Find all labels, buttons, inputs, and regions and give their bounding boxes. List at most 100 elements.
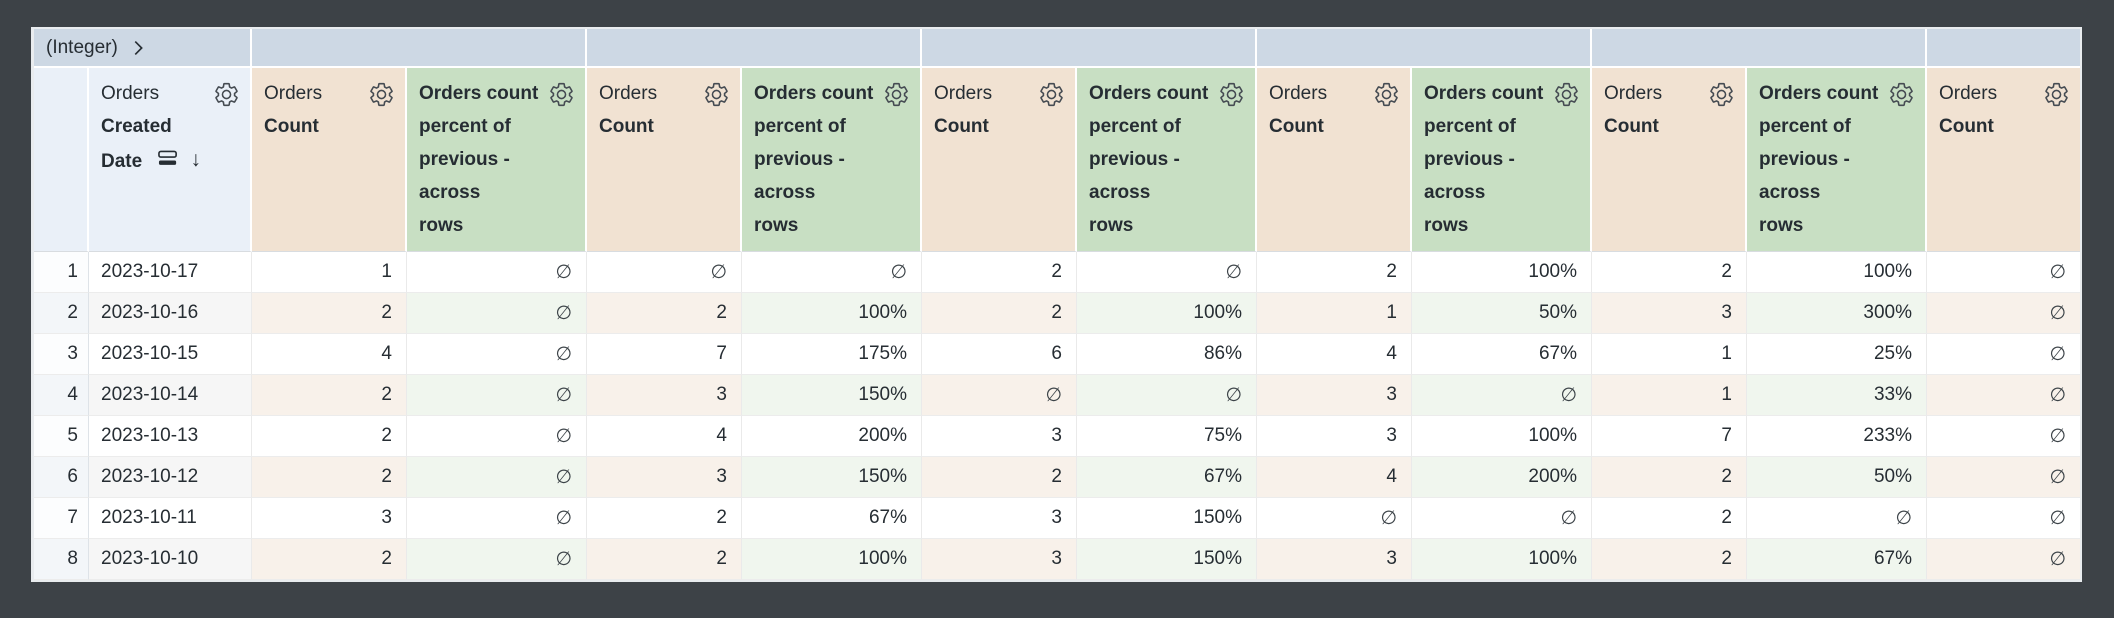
percent-value-cell[interactable]: ∅ bbox=[407, 252, 587, 293]
pivot-value-cell[interactable] bbox=[922, 29, 1257, 68]
count-value-cell[interactable]: 1 bbox=[1592, 375, 1747, 416]
date-cell[interactable]: 2023-10-15 bbox=[89, 334, 252, 375]
count-value-cell[interactable]: 3 bbox=[1257, 375, 1412, 416]
percent-value-cell[interactable]: 50% bbox=[1747, 457, 1927, 498]
count-column-header[interactable]: Orders Count bbox=[1927, 68, 2080, 252]
gear-icon[interactable] bbox=[368, 77, 395, 108]
percent-value-cell[interactable]: 200% bbox=[742, 416, 922, 457]
pivot-value-cell[interactable] bbox=[252, 29, 587, 68]
gear-icon[interactable] bbox=[1553, 77, 1580, 108]
pivot-value-cell[interactable] bbox=[1592, 29, 1927, 68]
date-cell[interactable]: 2023-10-10 bbox=[89, 539, 252, 580]
count-value-cell[interactable]: 3 bbox=[587, 457, 742, 498]
count-value-cell[interactable]: ∅ bbox=[1927, 416, 2080, 457]
percent-value-cell[interactable]: 150% bbox=[1077, 539, 1257, 580]
percent-value-cell[interactable]: 75% bbox=[1077, 416, 1257, 457]
count-value-cell[interactable]: 3 bbox=[1257, 416, 1412, 457]
count-value-cell[interactable]: 2 bbox=[1257, 252, 1412, 293]
percent-value-cell[interactable]: 175% bbox=[742, 334, 922, 375]
count-value-cell[interactable]: ∅ bbox=[1257, 498, 1412, 539]
percent-value-cell[interactable]: 67% bbox=[1412, 334, 1592, 375]
date-cell[interactable]: 2023-10-14 bbox=[89, 375, 252, 416]
percent-value-cell[interactable]: 100% bbox=[742, 539, 922, 580]
count-value-cell[interactable]: ∅ bbox=[1927, 375, 2080, 416]
percent-value-cell[interactable]: ∅ bbox=[407, 457, 587, 498]
percent-value-cell[interactable]: ∅ bbox=[1412, 498, 1592, 539]
count-value-cell[interactable]: 1 bbox=[252, 252, 407, 293]
percent-value-cell[interactable]: 50% bbox=[1412, 293, 1592, 334]
count-column-header[interactable]: Orders Count bbox=[1257, 68, 1412, 252]
calc-column-header[interactable]: Orders count percent of previous - acros… bbox=[1747, 68, 1927, 252]
count-value-cell[interactable]: 2 bbox=[922, 252, 1077, 293]
calc-column-header[interactable]: Orders count percent of previous - acros… bbox=[742, 68, 922, 252]
count-value-cell[interactable]: ∅ bbox=[1927, 498, 2080, 539]
count-value-cell[interactable]: ∅ bbox=[1927, 539, 2080, 580]
calc-column-header[interactable]: Orders count percent of previous - acros… bbox=[1077, 68, 1257, 252]
count-column-header[interactable]: Orders Count bbox=[922, 68, 1077, 252]
percent-value-cell[interactable]: ∅ bbox=[407, 416, 587, 457]
percent-value-cell[interactable]: 100% bbox=[1412, 539, 1592, 580]
count-value-cell[interactable]: 7 bbox=[587, 334, 742, 375]
percent-value-cell[interactable]: 100% bbox=[1412, 252, 1592, 293]
percent-value-cell[interactable]: ∅ bbox=[1412, 375, 1592, 416]
percent-value-cell[interactable]: ∅ bbox=[407, 539, 587, 580]
percent-value-cell[interactable]: 100% bbox=[1747, 252, 1927, 293]
gear-icon[interactable] bbox=[2043, 77, 2070, 108]
count-value-cell[interactable]: ∅ bbox=[922, 375, 1077, 416]
gear-icon[interactable] bbox=[703, 77, 730, 108]
count-value-cell[interactable]: 2 bbox=[252, 457, 407, 498]
count-value-cell[interactable]: 2 bbox=[587, 498, 742, 539]
pivot-value-cell[interactable] bbox=[1927, 29, 2080, 68]
count-value-cell[interactable]: 4 bbox=[1257, 457, 1412, 498]
percent-value-cell[interactable]: 150% bbox=[742, 457, 922, 498]
count-value-cell[interactable]: 3 bbox=[587, 375, 742, 416]
percent-value-cell[interactable]: ∅ bbox=[407, 375, 587, 416]
count-column-header[interactable]: Orders Count bbox=[252, 68, 407, 252]
percent-value-cell[interactable]: 67% bbox=[742, 498, 922, 539]
count-value-cell[interactable]: ∅ bbox=[1927, 293, 2080, 334]
percent-value-cell[interactable]: 67% bbox=[1747, 539, 1927, 580]
percent-value-cell[interactable]: 150% bbox=[1077, 498, 1257, 539]
percent-value-cell[interactable]: 233% bbox=[1747, 416, 1927, 457]
count-value-cell[interactable]: 2 bbox=[587, 539, 742, 580]
percent-value-cell[interactable]: ∅ bbox=[742, 252, 922, 293]
percent-value-cell[interactable]: 33% bbox=[1747, 375, 1927, 416]
count-value-cell[interactable]: 6 bbox=[922, 334, 1077, 375]
count-value-cell[interactable]: 4 bbox=[252, 334, 407, 375]
pivot-value-cell[interactable] bbox=[587, 29, 922, 68]
calc-column-header[interactable]: Orders count percent of previous - acros… bbox=[1412, 68, 1592, 252]
sort-desc-arrow-icon[interactable]: ↓ bbox=[190, 148, 201, 171]
gear-icon[interactable] bbox=[1708, 77, 1735, 108]
count-value-cell[interactable]: 2 bbox=[252, 375, 407, 416]
gear-icon[interactable] bbox=[1373, 77, 1400, 108]
count-value-cell[interactable]: 2 bbox=[1592, 252, 1747, 293]
pivot-field-cell[interactable]: (Integer) bbox=[34, 29, 252, 68]
percent-value-cell[interactable]: 100% bbox=[742, 293, 922, 334]
date-cell[interactable]: 2023-10-12 bbox=[89, 457, 252, 498]
count-value-cell[interactable]: ∅ bbox=[1927, 252, 2080, 293]
percent-value-cell[interactable]: ∅ bbox=[407, 293, 587, 334]
gear-icon[interactable] bbox=[1038, 77, 1065, 108]
chevron-right-icon[interactable] bbox=[127, 37, 149, 59]
gear-icon[interactable] bbox=[1218, 77, 1245, 108]
count-value-cell[interactable]: 2 bbox=[1592, 539, 1747, 580]
count-value-cell[interactable]: 3 bbox=[922, 416, 1077, 457]
percent-value-cell[interactable]: 100% bbox=[1412, 416, 1592, 457]
count-value-cell[interactable]: 2 bbox=[252, 416, 407, 457]
percent-value-cell[interactable]: 200% bbox=[1412, 457, 1592, 498]
count-value-cell[interactable]: 3 bbox=[922, 498, 1077, 539]
count-value-cell[interactable]: ∅ bbox=[1927, 457, 2080, 498]
percent-value-cell[interactable]: 150% bbox=[742, 375, 922, 416]
count-value-cell[interactable]: 2 bbox=[1592, 498, 1747, 539]
count-value-cell[interactable]: 2 bbox=[252, 539, 407, 580]
count-value-cell[interactable]: 4 bbox=[1257, 334, 1412, 375]
percent-value-cell[interactable]: 300% bbox=[1747, 293, 1927, 334]
count-value-cell[interactable]: 7 bbox=[1592, 416, 1747, 457]
count-value-cell[interactable]: 2 bbox=[922, 293, 1077, 334]
count-value-cell[interactable]: 2 bbox=[922, 457, 1077, 498]
date-cell[interactable]: 2023-10-11 bbox=[89, 498, 252, 539]
date-cell[interactable]: 2023-10-17 bbox=[89, 252, 252, 293]
date-cell[interactable]: 2023-10-13 bbox=[89, 416, 252, 457]
percent-value-cell[interactable]: 67% bbox=[1077, 457, 1257, 498]
gear-icon[interactable] bbox=[883, 77, 910, 108]
